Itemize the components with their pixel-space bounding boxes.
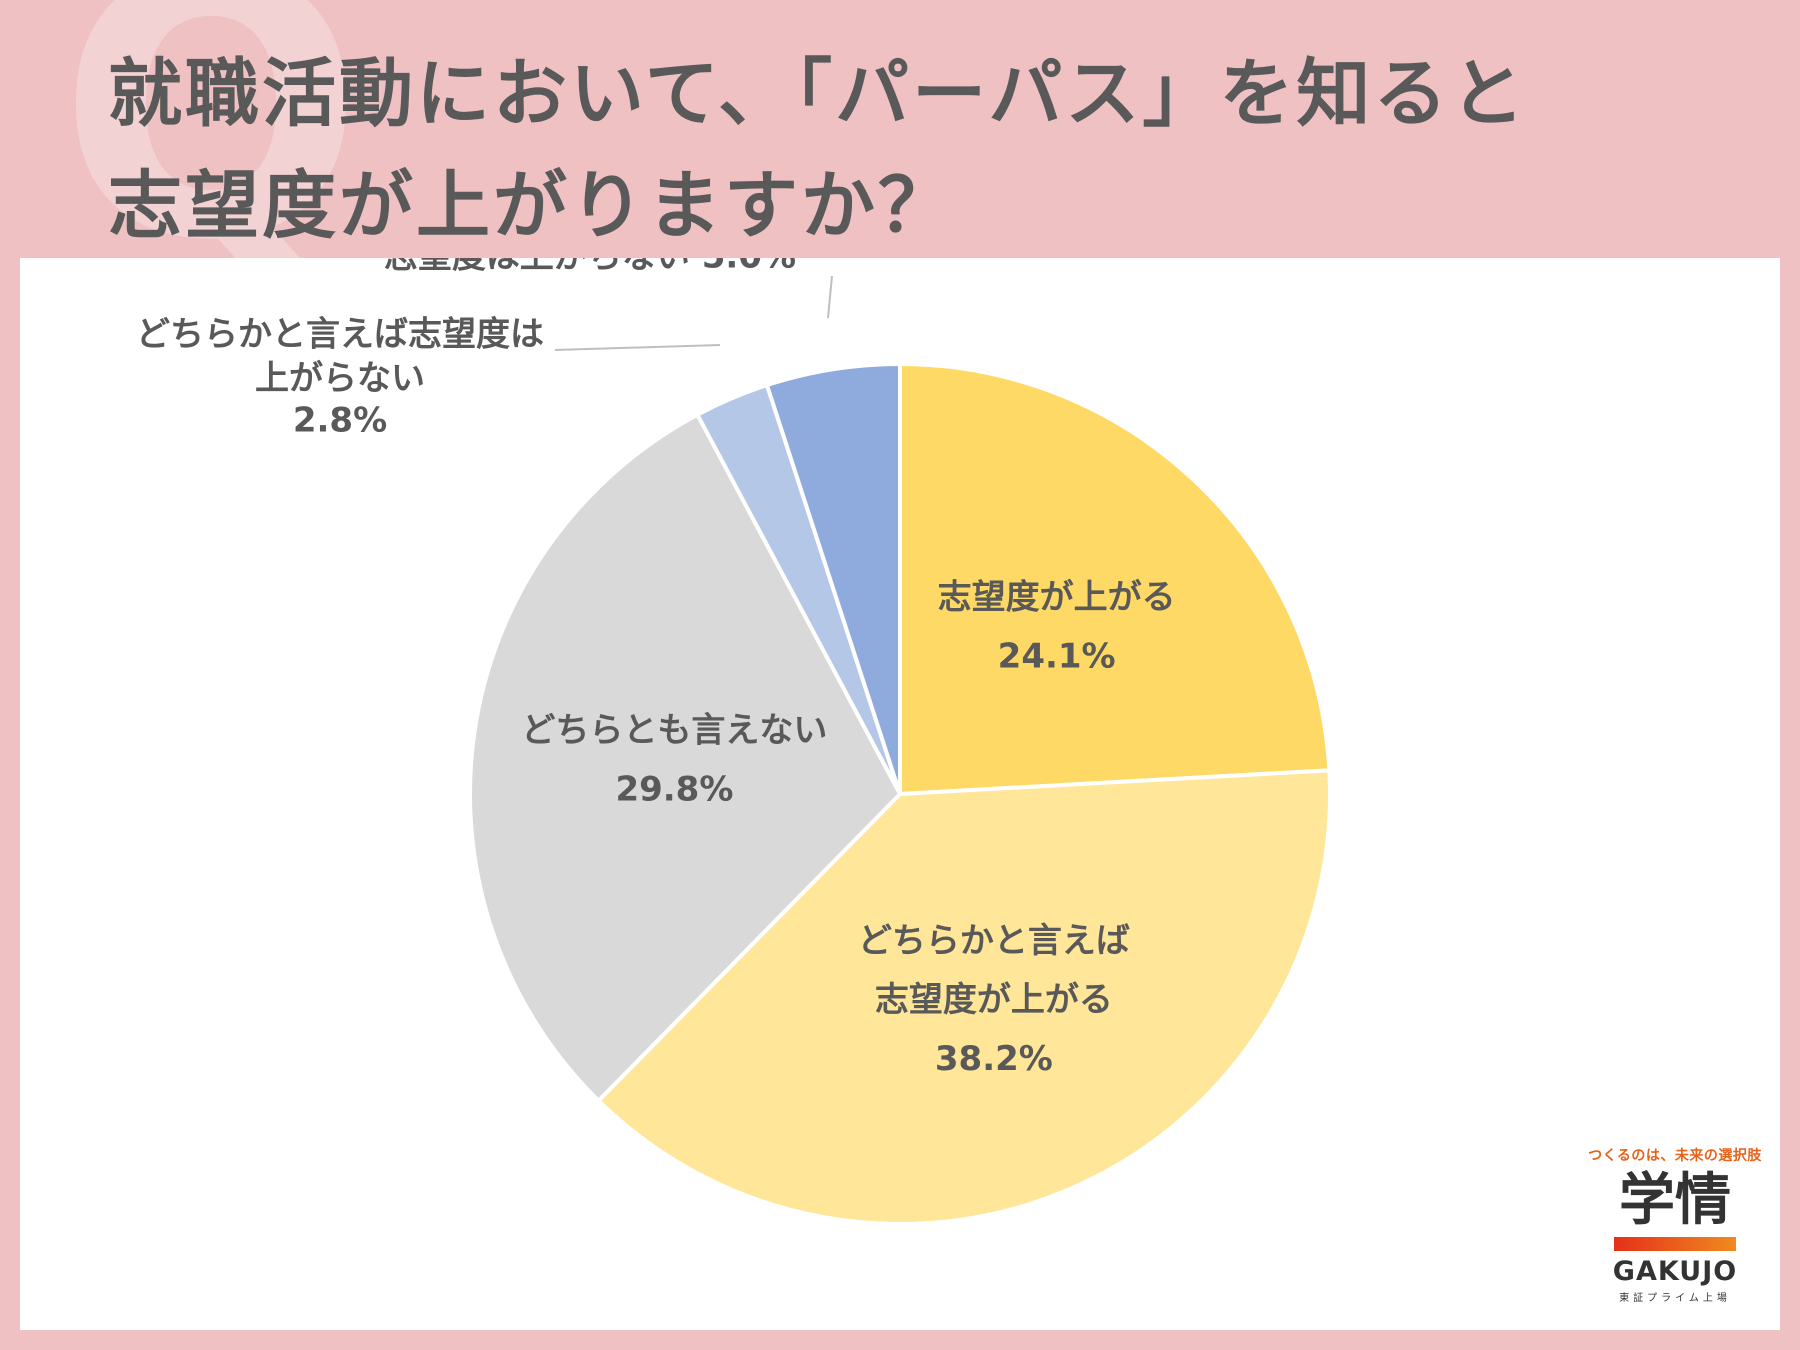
pie-slice-3 bbox=[468, 412, 903, 1104]
title-line-1: 就職活動において、「パーパス」を知ると bbox=[108, 51, 1528, 137]
slice-value-label-4: 2.8% bbox=[293, 401, 387, 441]
slice-value-label-3: 29.8% bbox=[615, 770, 733, 810]
logo-mark: 学情 bbox=[1619, 1168, 1731, 1233]
logo-name: GAKUJO bbox=[1612, 1256, 1738, 1287]
pie-slice-1 bbox=[898, 361, 1332, 797]
chart-panel: 志望度が上がる 24.1% どちらかと言えば 志望度が上がる 38.2% どちらとも言えな… bbox=[20, 258, 1780, 1330]
slice-category-label-2: 志望度が上がる bbox=[875, 980, 1113, 1020]
gakujo-logo: つくるのは、未来の選択肢 学情 GAKUJO 東証プライム上場 bbox=[1580, 1145, 1770, 1325]
pie-slice-2 bbox=[595, 768, 1332, 1226]
slice-category-label-3: どちらとも言えない bbox=[521, 711, 827, 751]
page-title: 就職活動において、「パーパス」を知ると 志望度が上がりますか？ bbox=[108, 38, 1708, 262]
slice-category-label-2: どちらかと言えば bbox=[858, 921, 1130, 961]
title-line-2: 志望度が上がりますか？ bbox=[108, 163, 955, 249]
slice-value-label-1: 24.1% bbox=[998, 636, 1116, 676]
slice-category-label-4: どちらかと言えば志望度は bbox=[136, 315, 544, 355]
slice-category-label-1: 志望度が上がる bbox=[938, 577, 1176, 617]
pie-chart: 志望度が上がる24.1%どちらかと言えば志望度が上がる38.2%どちらとも言えな… bbox=[136, 258, 1332, 1226]
slice-value-label-2: 38.2% bbox=[935, 1039, 1053, 1079]
leader-line-4 bbox=[554, 344, 721, 351]
logo-tagline: つくるのは、未来の選択肢 bbox=[1588, 1148, 1762, 1164]
logo-bar bbox=[1614, 1237, 1736, 1251]
logo-sub: 東証プライム上場 bbox=[1619, 1293, 1731, 1304]
slice-category-label-4: 上がらない bbox=[255, 359, 425, 399]
leader-line-5 bbox=[827, 275, 833, 319]
pie-slice-5 bbox=[764, 361, 902, 795]
